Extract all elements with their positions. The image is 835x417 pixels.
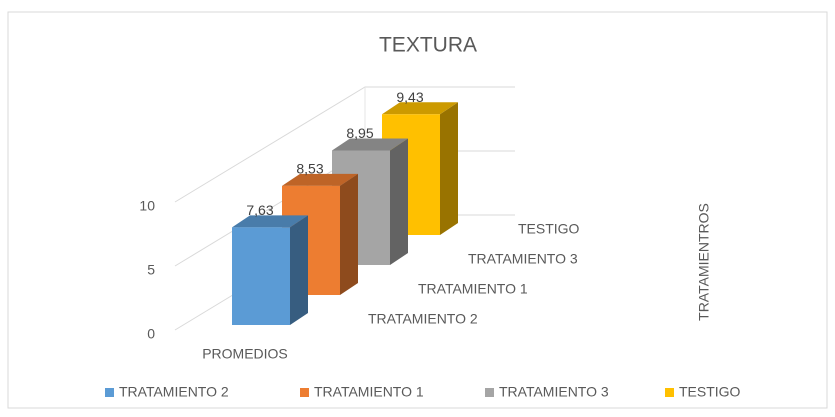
bar-side	[290, 215, 308, 325]
y-tick-label: 5	[147, 262, 155, 278]
depth-tick-label: TRATAMIENTO 2	[368, 311, 478, 327]
bar-side	[440, 102, 458, 236]
legend-swatch	[300, 388, 309, 397]
legend-label: TRATAMIENTO 1	[314, 384, 424, 400]
bar-top	[232, 215, 308, 228]
legend-swatch	[485, 388, 494, 397]
bar-top	[332, 138, 408, 151]
legend-label: TRATAMIENTO 2	[119, 384, 229, 400]
data-label: 7,63	[246, 202, 273, 218]
legend-label: TRATAMIENTO 3	[499, 384, 609, 400]
bar-side	[340, 173, 358, 295]
chart-title: TEXTURA	[379, 34, 477, 57]
y-tick-label: 10	[139, 198, 155, 214]
legend-swatch	[665, 388, 674, 397]
bar-top	[282, 173, 358, 186]
legend-label: TESTIGO	[679, 384, 741, 400]
data-label: 8,95	[346, 125, 373, 141]
legend-swatch	[105, 388, 114, 397]
x-tick-label: PROMEDIOS	[202, 346, 288, 362]
bar	[232, 215, 308, 325]
bar-top	[382, 102, 458, 115]
depth-tick-label: TESTIGO	[518, 221, 580, 237]
y-tick-label: 0	[147, 326, 155, 342]
bar-front	[232, 227, 290, 325]
depth-axis-title: TRATAMIENTROS	[696, 203, 712, 321]
bar-side	[390, 138, 408, 265]
data-label: 8,53	[296, 161, 323, 177]
data-label: 9,43	[396, 89, 423, 105]
depth-tick-label: TRATAMIENTO 3	[468, 251, 578, 267]
depth-tick-label: TRATAMIENTO 1	[418, 281, 528, 297]
